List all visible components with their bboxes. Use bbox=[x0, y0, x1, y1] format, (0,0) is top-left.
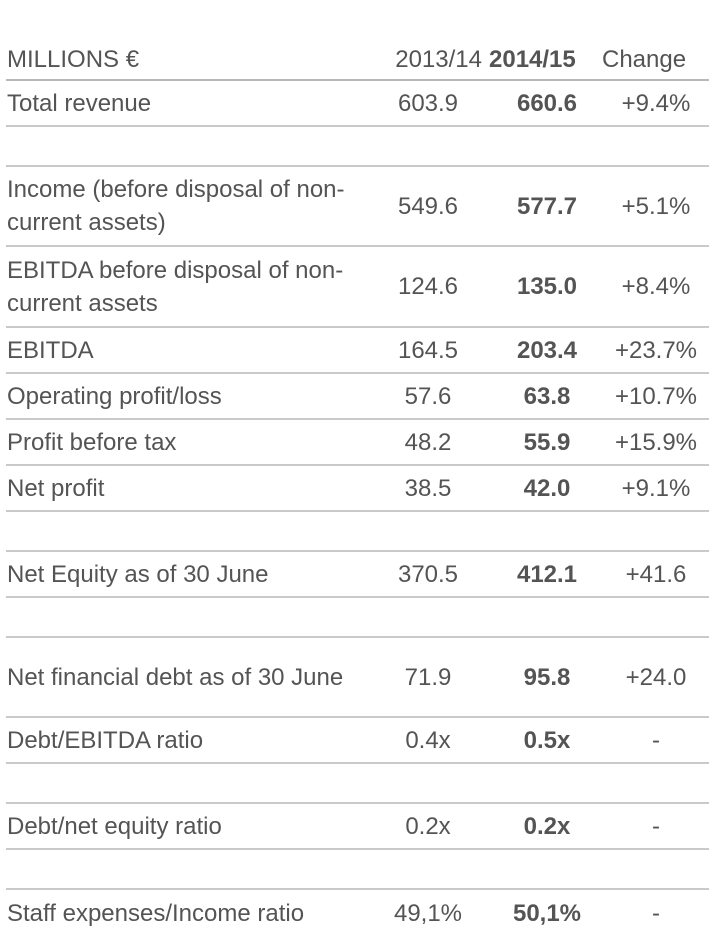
spacer-row bbox=[6, 127, 709, 167]
row-curr-value: 0.2x bbox=[523, 812, 571, 840]
table-row: Net financial debt as of 30 June 71.9 95… bbox=[6, 638, 709, 718]
row-label: Debt/EBITDA ratio bbox=[7, 726, 204, 754]
spacer-row bbox=[6, 512, 709, 552]
row-change: +9.1% bbox=[621, 474, 691, 502]
row-curr-value: 660.6 bbox=[516, 89, 578, 117]
row-label: Income (before disposal of non-current a… bbox=[7, 176, 345, 236]
row-prev-value: 603.9 bbox=[397, 89, 459, 117]
row-change: - bbox=[652, 726, 660, 754]
table-row: Net Equity as of 30 June 370.5 412.1 +41… bbox=[6, 552, 709, 598]
row-change: +23.7% bbox=[614, 336, 698, 364]
table-row: Staff expenses/Income ratio 49,1% 50,1% … bbox=[6, 890, 709, 936]
row-label: EBITDA before disposal of non-current as… bbox=[7, 256, 344, 317]
row-change: +5.1% bbox=[621, 192, 691, 220]
table-row: EBITDA 164.5 203.4 +23.7% bbox=[6, 328, 709, 374]
spacer-row bbox=[6, 764, 709, 804]
row-label: Operating profit/loss bbox=[7, 382, 222, 410]
row-curr-value: 63.8 bbox=[523, 382, 571, 410]
row-label: Profit before tax bbox=[7, 428, 177, 456]
table-header-row: MILLIONS € 2013/14 2014/15 Change bbox=[6, 0, 709, 81]
row-label: Debt/net equity ratio bbox=[7, 812, 222, 840]
row-curr-value: 577.7 bbox=[516, 192, 578, 220]
row-curr-value: 42.0 bbox=[523, 474, 571, 502]
financial-table: MILLIONS € 2013/14 2014/15 Change Total … bbox=[6, 0, 709, 936]
row-prev-value: 164.5 bbox=[397, 336, 459, 364]
header-prev-year: 2013/14 bbox=[395, 46, 482, 73]
header-change: Change bbox=[602, 46, 687, 73]
row-label: Net Equity as of 30 June bbox=[7, 560, 269, 588]
table-row: Net profit 38.5 42.0 +9.1% bbox=[6, 466, 709, 512]
row-prev-value: 48.2 bbox=[404, 428, 452, 456]
row-prev-value: 57.6 bbox=[404, 382, 452, 410]
row-prev-value: 71.9 bbox=[404, 663, 452, 691]
header-label: MILLIONS € bbox=[7, 46, 140, 73]
spacer-row bbox=[6, 850, 709, 890]
row-prev-value: 0.2x bbox=[405, 812, 451, 840]
row-change: +15.9% bbox=[614, 428, 698, 456]
row-curr-value: 412.1 bbox=[516, 560, 578, 588]
table-row: Debt/net equity ratio 0.2x 0.2x - bbox=[6, 804, 709, 850]
row-prev-value: 38.5 bbox=[404, 474, 452, 502]
row-label: Total revenue bbox=[7, 89, 152, 117]
row-label: Net profit bbox=[7, 474, 105, 502]
row-curr-value: 203.4 bbox=[516, 336, 578, 364]
table-row: Profit before tax 48.2 55.9 +15.9% bbox=[6, 420, 709, 466]
table-row: Debt/EBITDA ratio 0.4x 0.5x - bbox=[6, 718, 709, 764]
table-row: Operating profit/loss 57.6 63.8 +10.7% bbox=[6, 374, 709, 420]
row-prev-value: 0.4x bbox=[405, 726, 451, 754]
row-change: +9.4% bbox=[621, 89, 691, 117]
row-label: Staff expenses/Income ratio bbox=[7, 899, 305, 927]
row-change: - bbox=[652, 812, 660, 840]
row-change: - bbox=[652, 899, 660, 927]
row-label: Net financial debt as of 30 June bbox=[7, 663, 344, 691]
row-curr-value: 135.0 bbox=[516, 273, 578, 300]
row-change: +8.4% bbox=[621, 273, 691, 300]
table-row: EBITDA before disposal of non-current as… bbox=[6, 247, 709, 328]
table-row: Total revenue 603.9 660.6 +9.4% bbox=[6, 81, 709, 127]
row-change: +10.7% bbox=[614, 382, 698, 410]
row-prev-value: 370.5 bbox=[397, 560, 459, 588]
row-prev-value: 549.6 bbox=[397, 192, 459, 220]
row-curr-value: 95.8 bbox=[523, 663, 571, 691]
row-label: EBITDA bbox=[7, 336, 94, 364]
spacer-row bbox=[6, 598, 709, 638]
row-curr-value: 50,1% bbox=[512, 899, 582, 927]
row-prev-value: 49,1% bbox=[393, 899, 463, 927]
row-change: +24.0 bbox=[625, 663, 687, 691]
table-row: Income (before disposal of non-current a… bbox=[6, 167, 709, 247]
row-change: +41.6 bbox=[625, 560, 687, 588]
header-curr-year: 2014/15 bbox=[489, 46, 576, 73]
row-prev-value: 124.6 bbox=[397, 273, 459, 300]
row-curr-value: 0.5x bbox=[523, 726, 571, 754]
row-curr-value: 55.9 bbox=[523, 428, 571, 456]
